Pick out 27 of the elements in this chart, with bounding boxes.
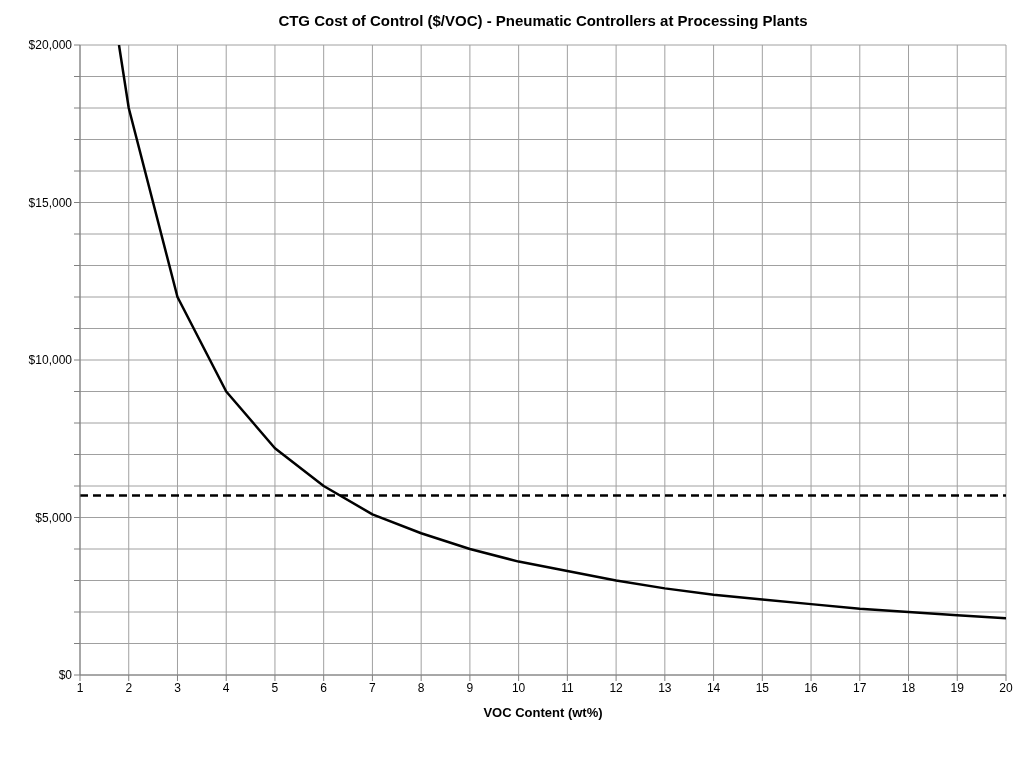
- x-tick-label: 14: [706, 680, 721, 695]
- x-tick-label: 3: [174, 680, 182, 695]
- x-tick-label: 16: [804, 680, 819, 695]
- x-tick-label: 19: [950, 680, 965, 695]
- x-tick-label: 1: [76, 680, 84, 695]
- x-tick-label: 12: [609, 680, 624, 695]
- x-tick-label: 7: [369, 680, 377, 695]
- x-tick-label: 2: [125, 680, 133, 695]
- x-tick-label: 11: [561, 680, 574, 695]
- chart-title: CTG Cost of Control ($/VOC) - Pneumatic Controllers at Processing Plants: [277, 12, 809, 29]
- x-tick-label: 9: [466, 680, 474, 695]
- x-tick-label: 4: [222, 680, 230, 695]
- y-tick-label: $20,000: [28, 38, 73, 53]
- y-tick-label: $15,000: [28, 195, 73, 210]
- y-tick-label: $0: [58, 668, 73, 683]
- y-tick-label: $5,000: [35, 510, 73, 525]
- x-tick-label: 8: [417, 680, 425, 695]
- x-tick-label: 18: [901, 680, 916, 695]
- x-tick-label: 13: [658, 680, 672, 695]
- x-tick-label: 6: [320, 680, 328, 695]
- y-tick-label: $10,000: [28, 353, 73, 368]
- x-tick-label: 10: [511, 680, 526, 695]
- x-axis-title: VOC Content (wt%): [483, 705, 603, 720]
- x-tick-label: 15: [755, 680, 770, 695]
- x-tick-label: 20: [999, 680, 1013, 695]
- x-tick-label: 5: [271, 680, 279, 695]
- x-tick-label: 17: [853, 680, 867, 695]
